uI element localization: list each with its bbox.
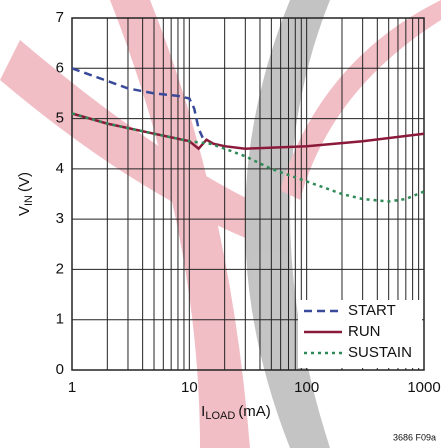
legend-label: START (348, 302, 396, 319)
y-tick-label: 6 (56, 59, 64, 76)
x-label-main: I (201, 403, 205, 420)
x-label-sub: LOAD (205, 410, 235, 422)
legend-label: RUN (348, 323, 381, 340)
y-tick-label: 2 (56, 260, 64, 277)
y-axis-label: VIN (V) (16, 172, 35, 216)
y-tick-label: 7 (56, 9, 64, 26)
y-tick-label: 4 (56, 160, 64, 177)
y-tick-label: 0 (56, 361, 64, 378)
legend-label: SUSTAIN (348, 344, 412, 361)
footnote: 3686 F09a (393, 432, 436, 442)
watermark-swoosh (110, 0, 250, 448)
x-tick-label: 1000 (407, 379, 440, 396)
x-tick-label: 10 (181, 379, 198, 396)
x-tick-label: 100 (294, 379, 319, 396)
y-tick-label: 3 (56, 210, 64, 227)
watermark-swoosh (280, 0, 441, 200)
x-label-unit: (mA) (238, 403, 271, 420)
y-tick-label: 1 (56, 311, 64, 328)
y-label-main: V (16, 206, 33, 216)
watermark-swoosh (245, 0, 330, 448)
x-tick-label: 1 (68, 379, 76, 396)
x-axis-label: ILOAD (mA) (201, 403, 271, 422)
series-line (71, 67, 204, 139)
y-label-unit: (V) (16, 172, 33, 192)
y-label-sub: IN (23, 195, 35, 206)
y-tick-label: 5 (56, 110, 64, 127)
watermark-swoosh (0, 40, 250, 240)
series-line (71, 112, 425, 151)
